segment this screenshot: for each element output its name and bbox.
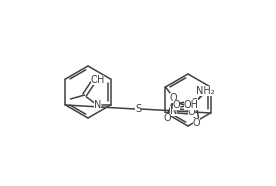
Text: O: O	[170, 93, 177, 103]
Text: O: O	[164, 113, 171, 123]
Text: O: O	[173, 100, 180, 110]
Text: N: N	[94, 100, 101, 110]
Text: H: H	[97, 75, 104, 85]
Text: N: N	[170, 106, 177, 116]
Text: S: S	[135, 104, 141, 114]
Text: NH₂: NH₂	[196, 86, 215, 96]
Text: O: O	[193, 118, 200, 128]
Text: O: O	[188, 107, 195, 117]
Text: O: O	[91, 75, 98, 85]
Text: OH: OH	[184, 100, 199, 110]
Text: S: S	[192, 98, 198, 108]
